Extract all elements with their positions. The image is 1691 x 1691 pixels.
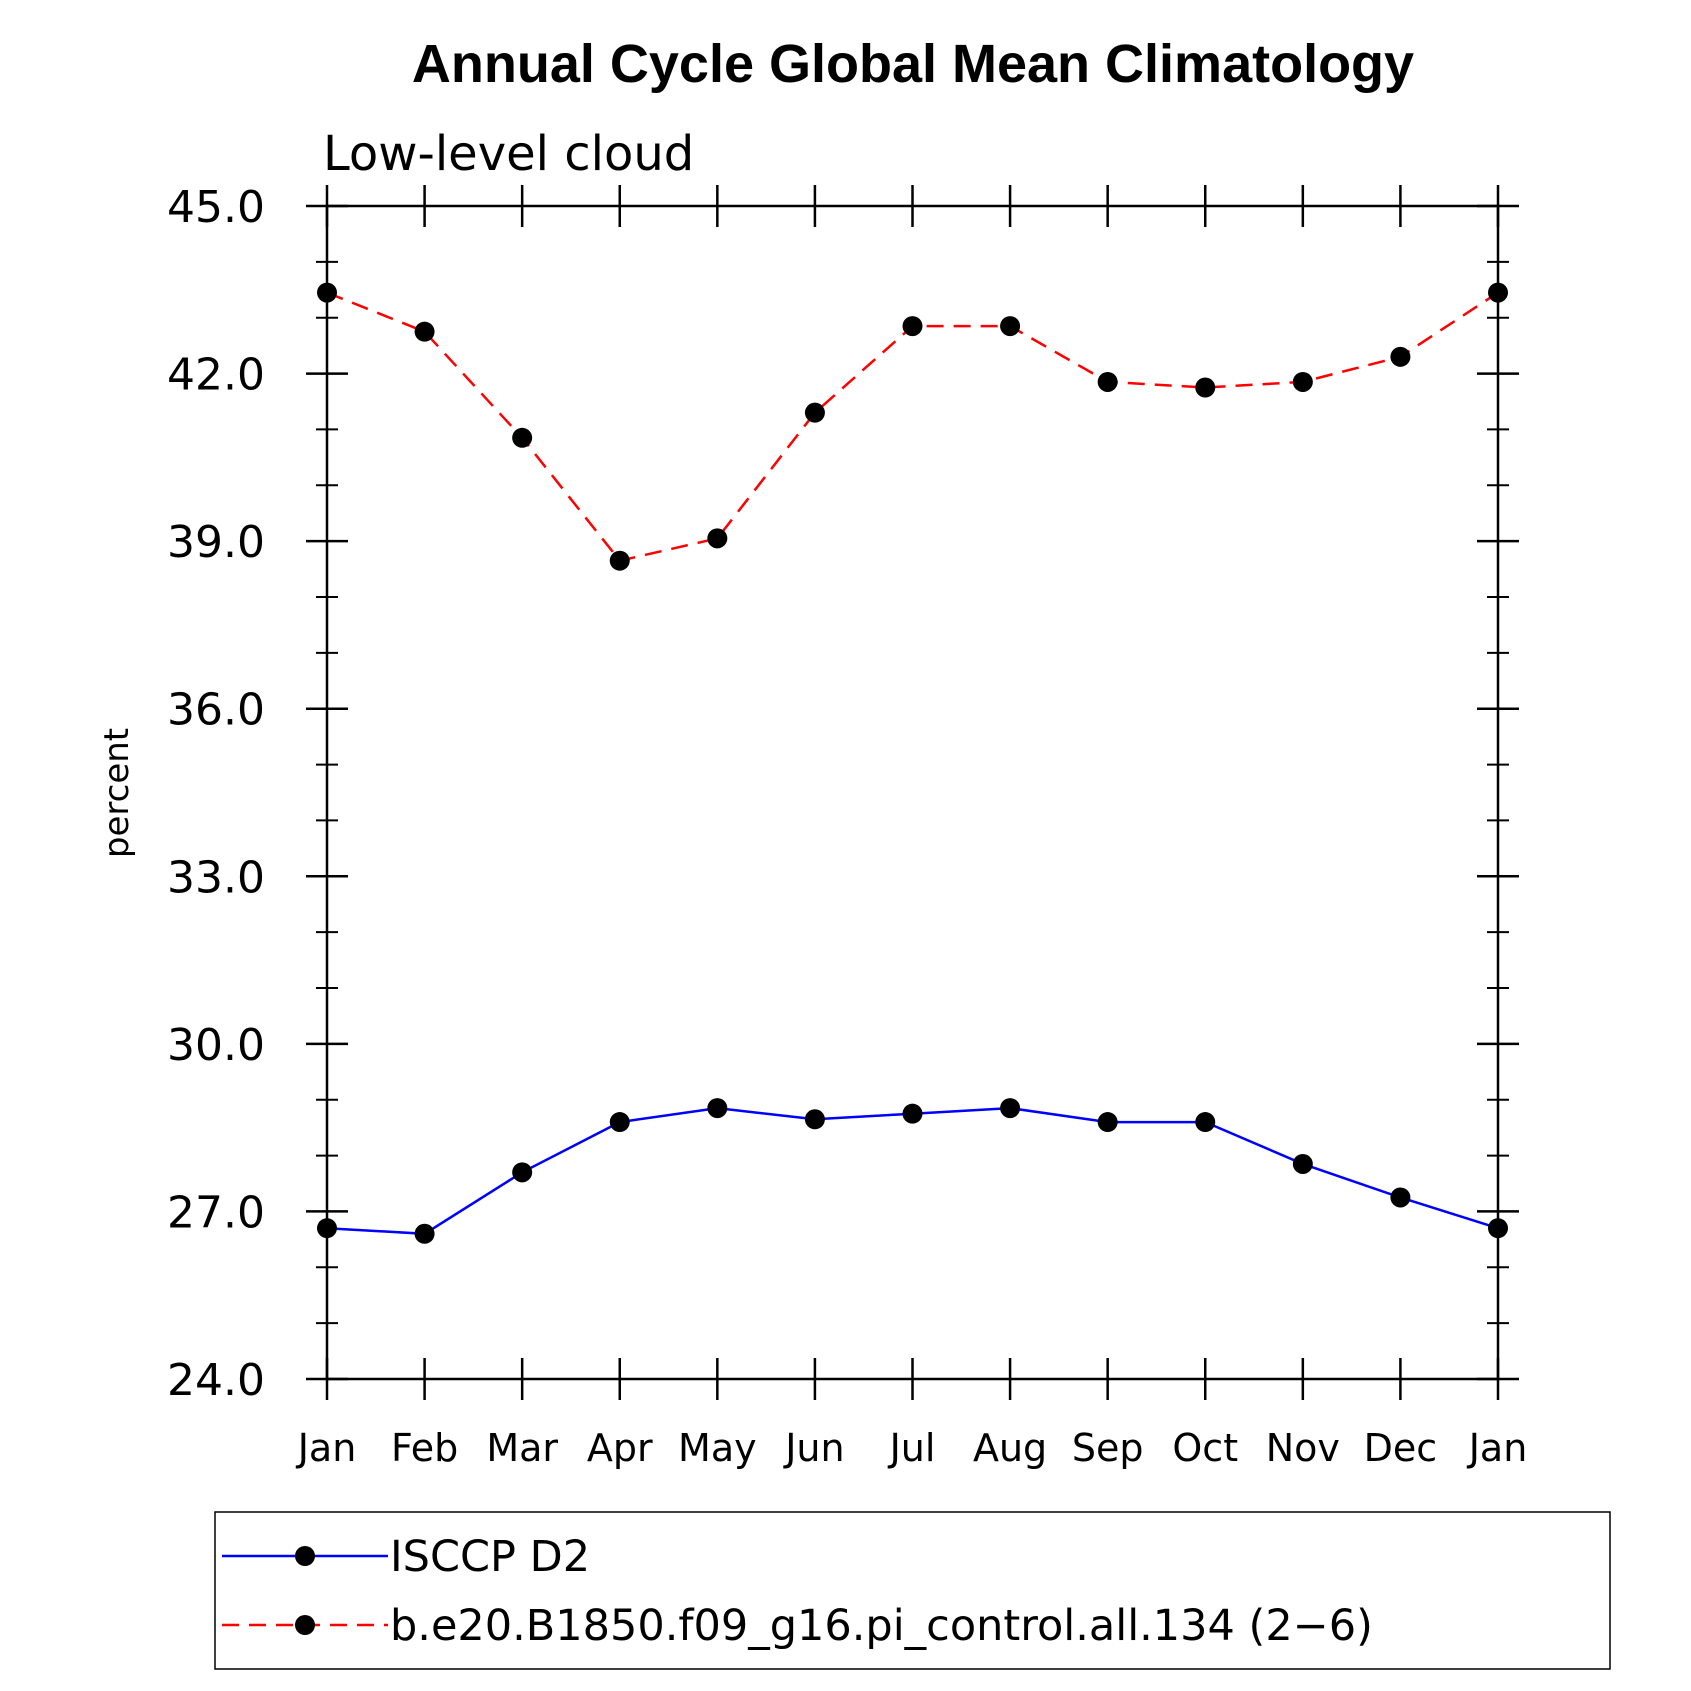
series-1-point (317, 1218, 337, 1239)
series-2-point (1195, 377, 1216, 398)
x-tick-label: Sep (1072, 1426, 1144, 1470)
series-1-point (414, 1223, 435, 1244)
series-1-point (1097, 1112, 1118, 1133)
chart-title: Annual Cycle Global Mean Climatology (412, 34, 1414, 94)
series-2-point (317, 282, 337, 303)
y-tick-label: 33.0 (167, 852, 265, 903)
series-2-point (414, 321, 435, 342)
series-1-point (707, 1098, 728, 1119)
series-1-point (1000, 1098, 1021, 1119)
series-2-point (707, 528, 728, 549)
x-axis-ticks: Jan Feb Mar Apr May Jun Jul Aug Sep Oct Nov Dec Jan (296, 185, 1528, 1470)
series-2-point (902, 316, 923, 337)
x-tick-label: Mar (486, 1426, 558, 1470)
series-2-point (1097, 371, 1118, 392)
y-tick-label: 45.0 (167, 182, 265, 233)
series-1-point (1195, 1112, 1216, 1133)
series-1-point (1390, 1187, 1411, 1208)
y-tick-label: 39.0 (167, 517, 265, 568)
series-1-point (1488, 1218, 1508, 1239)
series-1-point (512, 1162, 533, 1183)
y-tick-label: 30.0 (167, 1020, 265, 1071)
series-2-point (804, 402, 825, 423)
series-line-1 (326, 1106, 1499, 1236)
series-1-point (609, 1112, 630, 1133)
series-2-point (512, 427, 533, 448)
x-tick-label: Jun (783, 1426, 844, 1470)
series-layer (317, 282, 1508, 1244)
series-2-point (609, 550, 630, 571)
y-tick-label: 24.0 (167, 1355, 265, 1406)
series-2-point (1292, 371, 1313, 392)
legend-marker-series-2 (295, 1615, 315, 1635)
plot-frame (325, 204, 1500, 1381)
x-tick-label: Jan (296, 1426, 357, 1470)
y-tick-label: 36.0 (167, 685, 265, 736)
x-tick-label: Jul (888, 1426, 936, 1470)
y-tick-label: 27.0 (167, 1187, 265, 1238)
series-1-point (804, 1109, 825, 1130)
x-tick-label: May (678, 1426, 757, 1470)
y-axis-ticks: 24.0 27.0 30.0 33.0 36.0 39.0 42.0 45.0 (167, 182, 1519, 1406)
y-tick-label: 42.0 (167, 350, 265, 401)
legend-box (214, 1511, 1611, 1670)
legend: ISCCP D2 b.e20.B1850.f09_g16.pi_control.… (214, 1511, 1611, 1670)
legend-label-series-1: ISCCP D2 (390, 1532, 590, 1582)
y-axis-label: percent (97, 728, 137, 858)
x-tick-label: Feb (391, 1426, 458, 1470)
chart-subtitle: Low-level cloud (323, 126, 694, 182)
series-1-point (902, 1103, 923, 1124)
x-tick-label: Aug (973, 1426, 1047, 1470)
series-2-point (1390, 346, 1411, 367)
x-tick-label: Dec (1364, 1426, 1438, 1470)
legend-marker-series-1 (295, 1546, 315, 1566)
series-2-point (1000, 316, 1021, 337)
series-2-point (1488, 282, 1508, 303)
x-tick-label: Apr (587, 1426, 653, 1470)
legend-label-series-2: b.e20.B1850.f09_g16.pi_control.all.134 (… (390, 1601, 1373, 1651)
x-tick-label: Jan (1467, 1426, 1528, 1470)
x-tick-label: Nov (1266, 1426, 1340, 1470)
series-1-point (1292, 1153, 1313, 1174)
x-tick-label: Oct (1172, 1426, 1238, 1470)
